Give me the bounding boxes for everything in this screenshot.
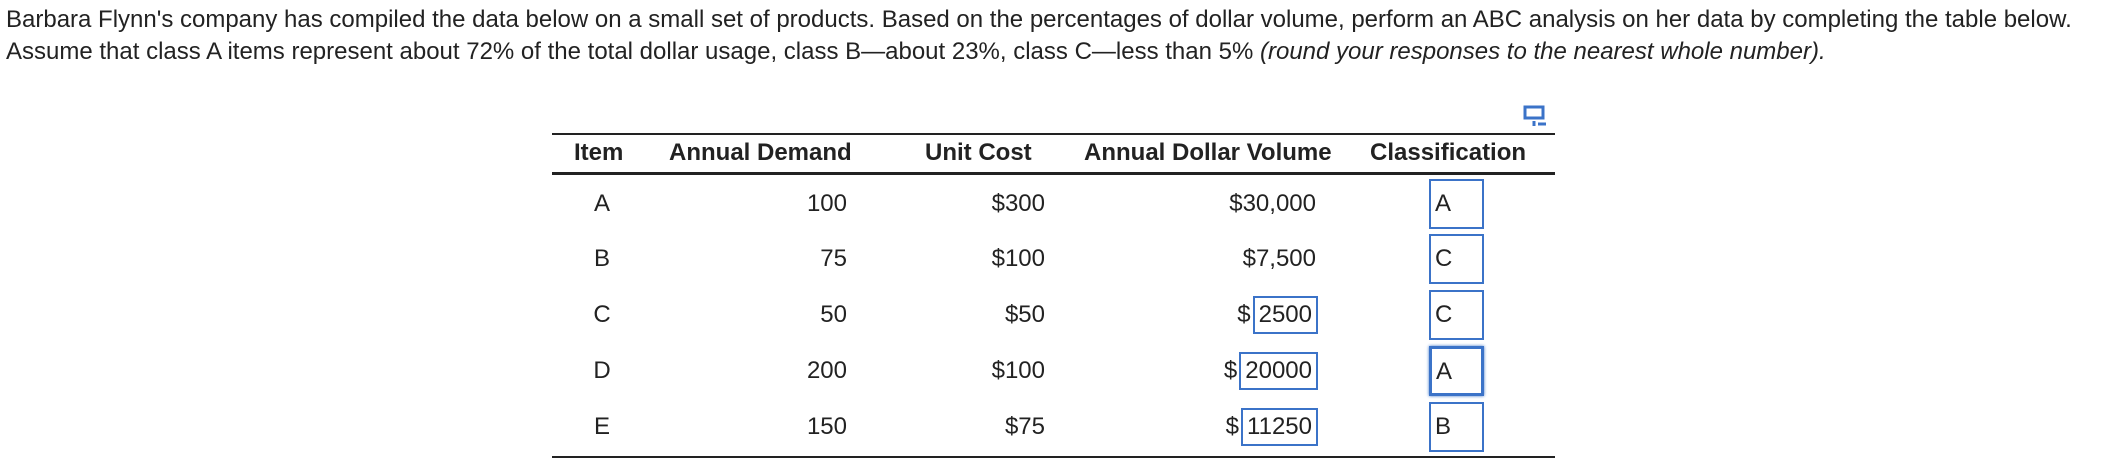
cost-cell: $75: [1004, 413, 1045, 440]
cost-cell: $300: [991, 190, 1045, 217]
item-cell: B: [593, 245, 611, 272]
demand-cell: 50: [820, 301, 847, 328]
header-rule: [552, 172, 1555, 175]
column-header: Classification: [1370, 139, 1527, 166]
dollar-sign: $: [1237, 301, 1251, 328]
dollar-volume-input[interactable]: 2500: [1252, 296, 1318, 334]
question-text: Barbara Flynn's company has compiled the…: [6, 6, 2072, 65]
table-bottom-rule: [552, 456, 1555, 458]
classification-input[interactable]: A: [1429, 346, 1484, 396]
cost-cell: $100: [991, 357, 1045, 384]
dollar-sign: $: [1223, 357, 1238, 384]
dollar-sign: $: [1225, 413, 1240, 440]
table-top-rule: [552, 133, 1555, 135]
demand-cell: 100: [806, 190, 847, 217]
item-cell: C: [593, 301, 611, 328]
classification-input[interactable]: B: [1429, 402, 1484, 452]
item-cell: E: [593, 413, 611, 440]
dollar-volume-cell: $30,000: [1229, 190, 1316, 217]
expand-icon[interactable]: [1522, 104, 1550, 128]
cost-cell: $100: [991, 245, 1045, 272]
classification-input[interactable]: C: [1429, 290, 1484, 340]
dollar-volume-cell: $7,500: [1242, 245, 1316, 272]
classification-input[interactable]: C: [1429, 234, 1484, 284]
demand-cell: 200: [806, 357, 847, 384]
item-cell: D: [593, 357, 611, 384]
column-header: Annual Demand: [669, 139, 852, 166]
question-note: (round your responses to the nearest who…: [1260, 38, 1826, 65]
column-header: Unit Cost: [925, 139, 1032, 166]
demand-cell: 150: [806, 413, 847, 440]
cost-cell: $50: [1004, 301, 1045, 328]
item-cell: A: [593, 190, 611, 217]
column-header: Annual Dollar Volume: [1084, 139, 1332, 166]
classification-input[interactable]: A: [1429, 179, 1484, 229]
question: Barbara Flynn's company has compiled the…: [6, 4, 2104, 68]
dollar-volume-input[interactable]: 11250: [1241, 408, 1318, 446]
column-header: Item: [574, 139, 624, 166]
dollar-volume-input[interactable]: 20000: [1239, 352, 1318, 390]
demand-cell: 75: [820, 245, 847, 272]
